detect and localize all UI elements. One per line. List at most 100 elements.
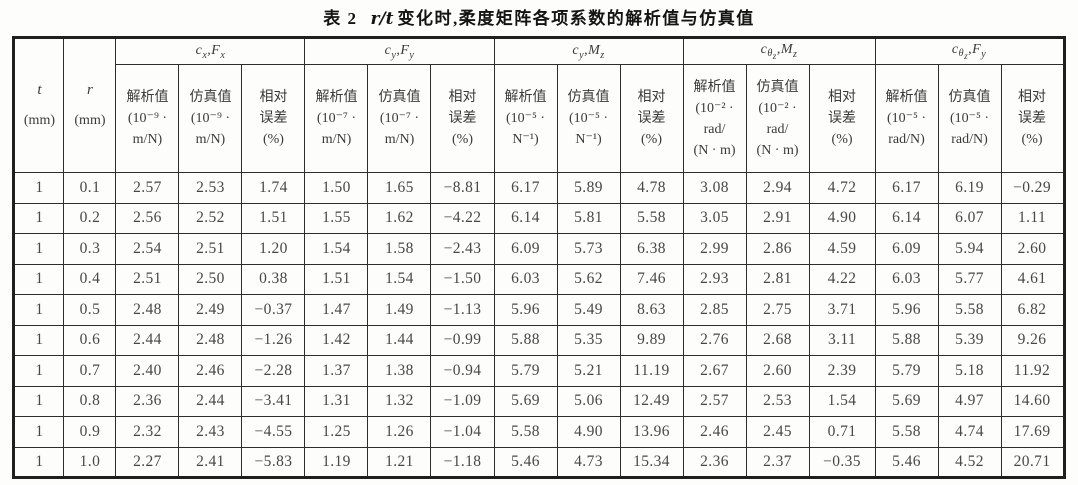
table-cell: 3.05 [682,202,747,234]
table-cell: 2.41 [178,446,243,478]
table-cell: 2.99 [682,233,747,265]
table-cell: 2.50 [178,263,243,295]
subheader-line: 解析值 [126,90,169,105]
table-cell: 0.2 [63,202,117,234]
table-cell: 2.45 [745,416,810,448]
table-cell: 20.71 [1000,446,1065,478]
table-cell: 4.59 [808,233,876,265]
table-cell: 11.19 [619,355,684,387]
table-cell: 5.69 [493,385,558,417]
table-number: 表 2 [323,9,358,28]
table-cell: 8.63 [619,294,684,326]
table-cell: 5.79 [874,355,939,387]
table-cell: 1.20 [241,233,306,265]
table-cell: 1.54 [367,263,432,295]
table-row: 1 1.0 2.27 2.41 −5.83 1.19 1.21 −1.18 5.46 4.73 15… [13,446,1065,478]
table-cell: 1.51 [241,202,306,234]
table-cell: 0.6 [63,324,117,356]
subheader-2-1: 仿真值 (10⁻⁵ · N⁻¹) [556,64,621,173]
table-cell: 7.46 [619,263,684,295]
table-cell: 5.79 [493,355,558,387]
table-cell: 6.19 [937,172,1002,204]
subheader-line: (10⁻⁷ · [379,111,420,126]
table-cell: 2.60 [1000,233,1065,265]
coef-second: F [400,42,410,58]
table-cell: 5.88 [874,324,939,356]
table-cell: 4.72 [808,172,876,204]
subheader-line: (N · m) [756,142,799,158]
table-cell: 5.62 [556,263,621,295]
table-cell: 2.39 [808,355,876,387]
table-cell: 0.71 [808,416,876,448]
table-cell: 2.57 [682,385,747,417]
subheader-line: (10⁻⁵ · [886,111,927,126]
table-cell: −0.99 [430,324,495,356]
table-row: 1 0.2 2.56 2.52 1.51 1.55 1.62 −4.22 6.14 5.81 5.5… [13,202,1065,234]
subheader-line: N⁻¹) [575,132,602,147]
table-cell: 9.26 [1000,324,1065,356]
table-row: 1 0.9 2.32 2.43 −4.55 1.25 1.26 −1.04 5.58 4.90 13… [13,416,1065,448]
t-column-header: t (mm) [13,37,65,173]
table-cell: 6.14 [874,202,939,234]
subheader-line: 相对 [637,90,666,105]
subheader-line: (10⁻² · [695,100,734,116]
table-cell: 2.57 [115,172,180,204]
t-column-header-unit: (mm) [23,113,55,128]
table-cell: 6.82 [1000,294,1065,326]
table-cell: 1.42 [304,324,369,356]
table-cell: 1.0 [63,446,117,478]
subheader-line: rad/ [703,121,726,137]
subheader-line: 仿真值 [567,90,610,105]
table-cell: 1.44 [367,324,432,356]
table-cell: 1.54 [808,385,876,417]
coef-base: c [384,42,392,58]
table-cell: 5.06 [556,385,621,417]
table-cell: 6.17 [874,172,939,204]
table-cell: 5.69 [874,385,939,417]
table-cell: 5.46 [874,446,939,478]
subheader-0-0: 解析值 (10⁻⁹ · m/N) [115,64,180,173]
table-cell: 4.73 [556,446,621,478]
table-cell: 1 [13,172,65,204]
subheader-line: (N · m) [693,142,736,158]
subheader-1-2: 相对 误差 (%) [430,64,495,173]
subheader-4-2: 相对 误差 (%) [1000,64,1065,173]
table-cell: 1.47 [304,294,369,326]
table-cell: 1.26 [367,416,432,448]
subheader-line: 相对 [259,90,288,105]
group-header-1: cy,Fy [304,37,495,65]
table-cell: 6.09 [874,233,939,265]
table-cell: 2.51 [115,263,180,295]
table-cell: 15.34 [619,446,684,478]
r-column-header: r (mm) [63,37,117,173]
table-cell: 1 [13,385,65,417]
subheader-line: 解析值 [504,90,547,105]
table-cell: 6.03 [493,263,558,295]
table-cell: 2.94 [745,172,810,204]
table-cell: 2.52 [178,202,243,234]
table-row: 1 0.6 2.44 2.48 −1.26 1.42 1.44 −0.99 5.88 5.35 9.… [13,324,1065,356]
subheader-line: (%) [452,132,473,147]
table-cell: −5.83 [241,446,306,478]
group-header-0: cx,Fx [115,37,306,65]
subheader-line: (%) [641,132,663,147]
r-column-header-symbol: r [87,82,93,98]
table-cell: −2.43 [430,233,495,265]
table-cell: 2.46 [682,416,747,448]
table-cell: −4.22 [430,202,495,234]
table-cell: 6.09 [493,233,558,265]
table-cell: 2.81 [745,263,810,295]
coef-base: c [760,41,768,57]
table-cell: 5.89 [556,172,621,204]
table-cell: 2.56 [115,202,180,234]
table-cell: 5.77 [937,263,1002,295]
table-row: 1 0.1 2.57 2.53 1.74 1.50 1.65 −8.81 6.17 5.89 4.7… [13,172,1065,204]
table-cell: 5.49 [556,294,621,326]
coef-second: M [588,42,601,58]
table-cell: 5.73 [556,233,621,265]
table-cell: −3.41 [241,385,306,417]
table-cell: 1.65 [367,172,432,204]
table-cell: 4.22 [808,263,876,295]
table-row: 1 0.4 2.51 2.50 0.38 1.51 1.54 −1.50 6.03 5.62 7.4… [13,263,1065,295]
table-cell: 5.46 [493,446,558,478]
